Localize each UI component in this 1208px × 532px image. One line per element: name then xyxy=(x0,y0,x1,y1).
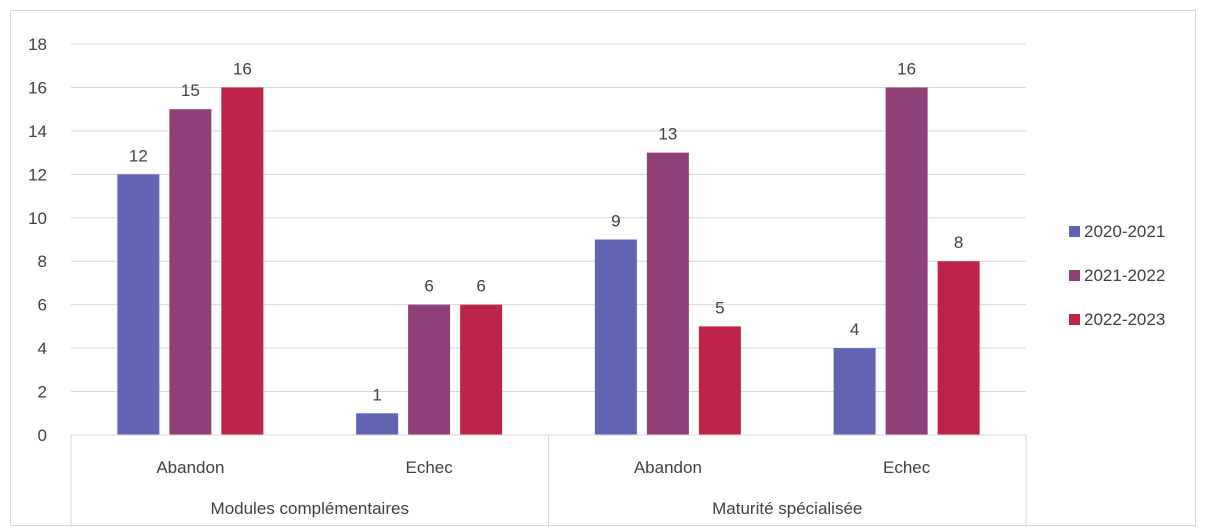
data-label: 6 xyxy=(476,277,485,296)
y-tick-label: 6 xyxy=(38,296,47,315)
y-tick-label: 18 xyxy=(28,35,47,54)
y-tick-label: 8 xyxy=(38,252,47,271)
bar xyxy=(460,304,503,435)
legend: 2020-2021 2021-2022 2022-2023 xyxy=(1069,222,1165,329)
bar xyxy=(169,109,212,436)
bar xyxy=(408,304,451,435)
bars xyxy=(117,87,980,436)
legend-swatch xyxy=(1069,314,1080,325)
legend-label: 2022-2023 xyxy=(1084,310,1165,329)
data-label: 12 xyxy=(129,146,148,165)
data-label: 1 xyxy=(372,385,381,404)
data-label: 5 xyxy=(715,298,724,317)
data-label: 16 xyxy=(233,59,252,78)
data-label: 6 xyxy=(424,277,433,296)
y-tick-label: 14 xyxy=(28,122,47,141)
bar xyxy=(698,326,741,435)
y-tick-label: 12 xyxy=(28,165,47,184)
bar xyxy=(594,239,637,435)
legend-swatch xyxy=(1069,270,1080,281)
chart-frame: 0 2 4 6 8 10 12 14 16 18 12 1 9 4 15 6 13 16 16 6 5 8 Abando… xyxy=(10,10,1196,527)
legend-swatch xyxy=(1069,226,1080,237)
x-category-label: Abandon xyxy=(634,458,702,477)
data-label: 8 xyxy=(954,233,963,252)
data-labels: 12 1 9 4 15 6 13 16 16 6 5 8 xyxy=(129,59,963,404)
y-tick-label: 4 xyxy=(38,339,47,358)
bar xyxy=(356,413,399,435)
x-category-label: Echec xyxy=(883,458,931,477)
x-group-label: Maturité spécialisée xyxy=(712,499,862,518)
x-category-label: Echec xyxy=(406,458,454,477)
data-label: 13 xyxy=(658,125,677,144)
data-label: 4 xyxy=(850,320,859,339)
bar xyxy=(937,261,980,435)
legend-label: 2021-2022 xyxy=(1084,266,1165,285)
data-label: 9 xyxy=(611,212,620,231)
x-group-label: Modules complémentaires xyxy=(211,499,409,518)
legend-label: 2020-2021 xyxy=(1084,222,1165,241)
y-axis-ticks: 0 2 4 6 8 10 12 14 16 18 xyxy=(28,35,47,445)
data-label: 16 xyxy=(897,59,916,78)
data-label: 15 xyxy=(181,81,200,100)
bar-chart: 0 2 4 6 8 10 12 14 16 18 12 1 9 4 15 6 13 16 16 6 5 8 Abando… xyxy=(28,35,1165,527)
gridlines xyxy=(71,43,1026,393)
bar xyxy=(646,152,689,435)
x-axis: Abandon Echec Abandon Echec Modules compléme… xyxy=(70,434,1027,527)
bar xyxy=(221,87,264,435)
y-tick-label: 0 xyxy=(38,426,47,445)
bar xyxy=(885,87,928,435)
bar xyxy=(117,174,160,436)
x-category-label: Abandon xyxy=(156,458,224,477)
y-tick-label: 10 xyxy=(28,209,47,228)
y-tick-label: 16 xyxy=(28,78,47,97)
y-tick-label: 2 xyxy=(38,383,47,402)
bar xyxy=(833,348,876,435)
